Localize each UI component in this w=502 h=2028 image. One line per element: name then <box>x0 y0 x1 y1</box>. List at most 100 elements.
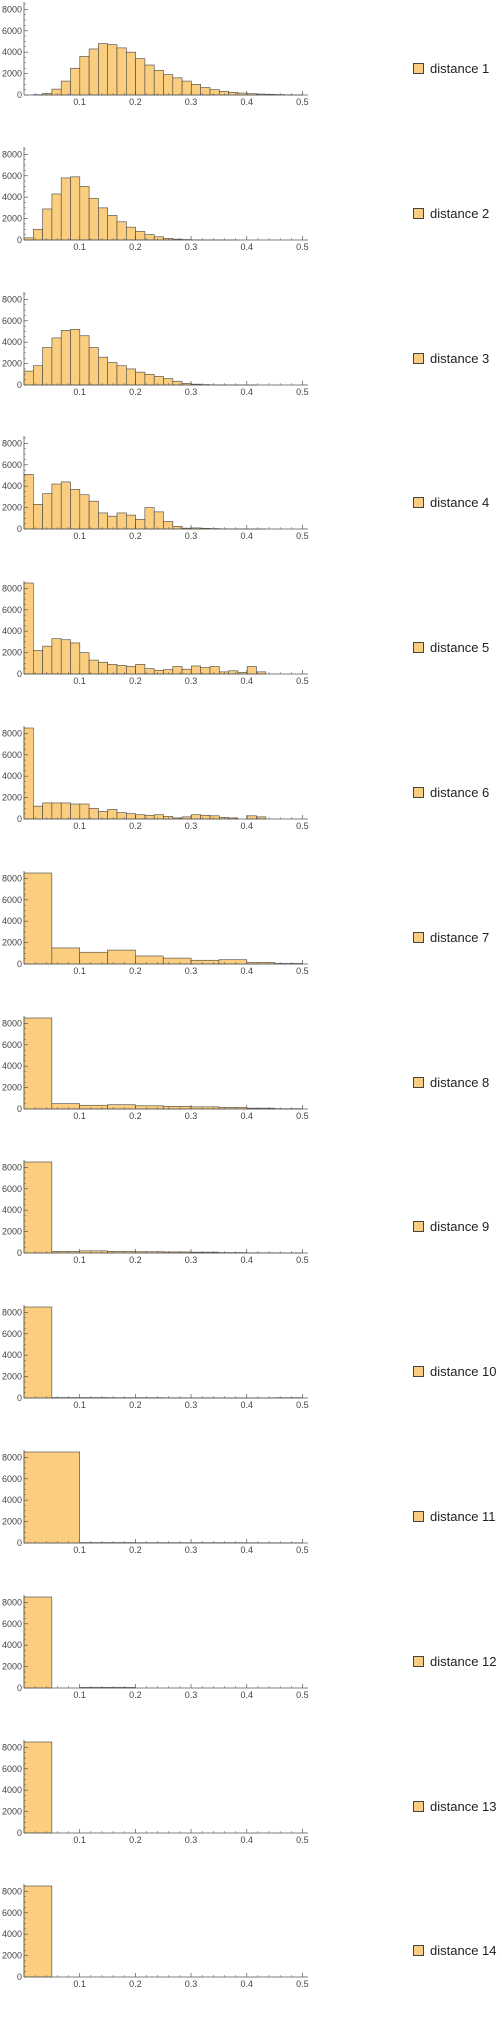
legend-swatch <box>413 787 424 798</box>
histogram-bar <box>107 949 136 965</box>
histogram-bar <box>88 659 99 675</box>
legend-label: distance 10 <box>430 1364 497 1380</box>
x-tick-label: 0.5 <box>296 1400 309 1410</box>
legend-swatch <box>413 207 424 219</box>
histogram-bar <box>191 814 201 820</box>
y-tick-label: 8000 <box>2 1018 22 1028</box>
histogram-bar <box>79 185 90 241</box>
x-tick-label: 0.3 <box>185 242 198 252</box>
y-tick-label: 6000 <box>2 460 22 470</box>
histogram-bar <box>98 811 109 820</box>
histogram-bar <box>107 664 118 675</box>
x-tick-label: 0.5 <box>296 1835 309 1845</box>
x-tick-label: 0.4 <box>240 1690 253 1700</box>
y-tick-label: 8000 <box>2 873 22 883</box>
histogram-panel: 0 2000 4000 6000 8000 0.1 0.2 0.3 0.4 0.5 distance… <box>0 1014 502 1159</box>
histogram-bar <box>209 815 220 820</box>
legend-label: distance 6 <box>430 785 490 800</box>
histogram-bar <box>79 803 90 820</box>
histogram-bar <box>163 521 174 530</box>
x-tick-label: 0.3 <box>185 1255 198 1265</box>
y-tick-label: 6000 <box>2 1908 22 1918</box>
histogram-panel: 0 2000 4000 6000 8000 0.1 0.2 0.3 0.4 0.5 distance… <box>0 290 502 435</box>
histogram-bar <box>218 90 229 96</box>
histogram-bar <box>172 526 183 530</box>
histogram-bar <box>88 807 99 820</box>
x-tick-label: 0.2 <box>129 531 142 541</box>
legend-entry: distance 6 <box>413 785 489 800</box>
histogram-bar <box>107 1104 136 1109</box>
x-tick-label: 0.2 <box>129 821 142 831</box>
x-tick-label: 0.4 <box>240 676 253 686</box>
x-tick-label: 0.5 <box>296 97 309 107</box>
y-tick-label: 8000 <box>2 1163 22 1173</box>
histogram-bar <box>153 511 164 530</box>
histogram-panel: 0 2000 4000 6000 8000 0.1 0.2 0.3 0.4 0.5 distance… <box>0 1593 502 1738</box>
y-tick-label: 6000 <box>2 750 22 760</box>
histogram-bar <box>126 813 136 820</box>
histogram-bar <box>246 815 257 820</box>
histogram-bar <box>172 380 183 385</box>
x-tick-label: 0.2 <box>129 1111 142 1121</box>
y-tick-label: 6000 <box>2 605 22 615</box>
y-tick-label: 6000 <box>2 1474 22 1484</box>
histogram-bar <box>60 481 71 530</box>
histogram-bar <box>23 582 34 675</box>
x-tick-label: 0.4 <box>240 1545 253 1555</box>
x-tick-label: 0.3 <box>185 1111 198 1121</box>
histogram-panel: 0 2000 4000 6000 8000 0.1 0.2 0.3 0.4 0.5 distance… <box>0 0 502 145</box>
histogram-bar <box>42 346 53 385</box>
y-tick-label: 0 <box>17 1248 22 1258</box>
legend-swatch <box>413 931 424 943</box>
x-tick-label: 0.5 <box>296 676 309 686</box>
histogram-svg: 0 2000 4000 6000 8000 0.1 0.2 0.3 0.4 0.5 <box>2 1594 309 1700</box>
y-tick-label: 0 <box>17 1683 22 1693</box>
histogram-bar <box>107 516 118 530</box>
histogram-bar <box>116 513 127 530</box>
histogram-panel: 0 2000 4000 6000 8000 0.1 0.2 0.3 0.4 0.5 distance… <box>0 1303 502 1448</box>
histogram-bar <box>70 328 81 385</box>
legend-label: distance 8 <box>430 1074 490 1090</box>
histogram-bar <box>163 669 174 675</box>
y-tick-label: 4000 <box>2 1061 22 1071</box>
histogram-bar <box>98 43 109 96</box>
y-tick-label: 0 <box>17 814 22 824</box>
histogram-bar <box>162 957 192 965</box>
x-tick-label: 0.3 <box>185 97 198 107</box>
histogram-bar <box>23 474 34 530</box>
histogram-bar <box>116 47 127 96</box>
y-tick-label: 8000 <box>2 294 22 304</box>
histogram-bar <box>79 951 108 965</box>
y-tick-label: 8000 <box>2 149 22 159</box>
histogram-bar <box>144 64 155 96</box>
histogram-bar <box>135 371 146 385</box>
y-tick-label: 6000 <box>2 1039 22 1049</box>
x-tick-label: 0.2 <box>129 242 142 252</box>
histogram-bar <box>98 356 109 385</box>
histogram-bar <box>51 88 62 96</box>
histogram-bar <box>181 80 192 96</box>
histogram-bar <box>88 346 99 385</box>
legend-label: distance 11 <box>430 1509 496 1524</box>
y-tick-label: 0 <box>17 959 22 969</box>
y-tick-label: 6000 <box>2 171 22 181</box>
histogram-bar <box>116 221 127 241</box>
y-tick-label: 4000 <box>2 1785 22 1795</box>
y-tick-label: 0 <box>17 1972 22 1982</box>
legend-label: distance 13 <box>430 1798 497 1814</box>
legend-label: distance 14 <box>430 1943 497 1959</box>
y-tick-label: 0 <box>17 669 22 679</box>
histogram-panel: 0 2000 4000 6000 8000 0.1 0.2 0.3 0.4 0.5 distance… <box>0 1448 502 1593</box>
x-tick-label: 0.3 <box>185 1400 198 1410</box>
legend-entry: distance 8 <box>413 1075 489 1090</box>
y-tick-label: 4000 <box>2 1206 22 1216</box>
y-tick-label: 2000 <box>2 937 22 947</box>
y-tick-label: 6000 <box>2 315 22 325</box>
histogram-bar <box>126 51 136 96</box>
legend-label: distance 1 <box>430 61 490 76</box>
y-tick-label: 8000 <box>2 1597 22 1607</box>
histogram-bar <box>163 74 174 96</box>
histogram-bar <box>60 177 71 241</box>
y-tick-label: 0 <box>17 1104 22 1114</box>
y-tick-label: 4000 <box>2 337 22 347</box>
